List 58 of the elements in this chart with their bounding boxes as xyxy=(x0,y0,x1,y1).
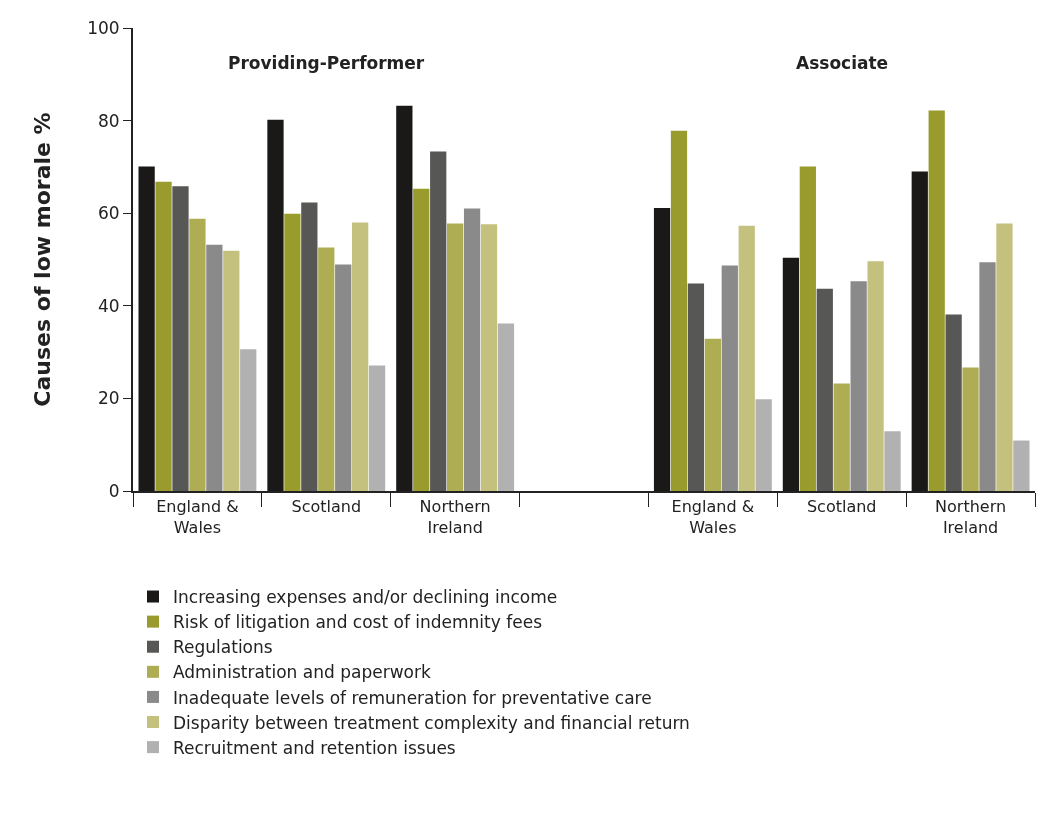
bar xyxy=(1013,440,1030,491)
y-axis-title: Causes of low morale % xyxy=(30,112,56,407)
legend-label: Administration and paperwork xyxy=(173,662,431,683)
y-tick-label: 60 xyxy=(97,203,120,224)
bar xyxy=(206,244,223,491)
bar xyxy=(223,250,240,491)
bar xyxy=(301,202,318,491)
legend-label: Increasing expenses and/or declining income xyxy=(173,587,558,608)
bar xyxy=(867,261,884,491)
bar xyxy=(928,110,945,491)
y-tick-label: 100 xyxy=(87,17,120,38)
legend-label: Recruitment and retention issues xyxy=(173,737,456,758)
bar xyxy=(352,222,369,491)
legend-label: Regulations xyxy=(173,637,273,658)
bar xyxy=(704,338,721,491)
bar xyxy=(430,151,447,491)
y-tick-label: 80 xyxy=(97,110,120,131)
bar xyxy=(833,383,850,491)
legend-label: Inadequate levels of remuneration for preventative care xyxy=(173,687,652,708)
bar xyxy=(240,349,257,491)
bar xyxy=(463,208,481,491)
bar xyxy=(480,224,498,491)
bar xyxy=(497,323,515,491)
bar xyxy=(884,431,901,491)
bar xyxy=(172,186,189,491)
bar xyxy=(962,367,979,491)
annotation: Providing-Performer xyxy=(228,53,425,73)
bar xyxy=(413,188,430,491)
bar xyxy=(189,218,206,491)
bar xyxy=(979,262,996,491)
bar xyxy=(155,181,172,491)
bar xyxy=(335,264,352,491)
x-tick-label: Scotland xyxy=(291,497,362,517)
annotation: Associate xyxy=(796,53,889,73)
bar xyxy=(284,213,301,491)
x-tick-label: England & Wales xyxy=(671,497,755,537)
bar xyxy=(945,314,962,491)
bar xyxy=(687,283,705,491)
y-tick-label: 20 xyxy=(97,388,120,409)
bar xyxy=(447,223,464,491)
bar xyxy=(799,166,816,491)
bar xyxy=(816,288,833,491)
x-tick-label: Northern Ireland xyxy=(935,497,1007,537)
bar xyxy=(368,365,386,491)
legend-label: Risk of litigation and cost of indemnity fees xyxy=(173,612,543,633)
bar xyxy=(318,247,335,491)
bar xyxy=(670,130,688,491)
y-tick-label: 0 xyxy=(108,480,120,501)
bar xyxy=(850,281,867,491)
x-tick-label: England & Wales xyxy=(156,497,239,537)
bar xyxy=(755,399,772,491)
x-tick-label: Northern Ireland xyxy=(419,497,491,537)
bar xyxy=(721,265,738,491)
x-tick-label: Scotland xyxy=(806,497,877,517)
y-tick-label: 40 xyxy=(97,295,120,316)
bar xyxy=(738,225,755,491)
legend-label: Disparity between treatment complexity and financial return xyxy=(173,712,690,733)
bar xyxy=(996,223,1013,491)
